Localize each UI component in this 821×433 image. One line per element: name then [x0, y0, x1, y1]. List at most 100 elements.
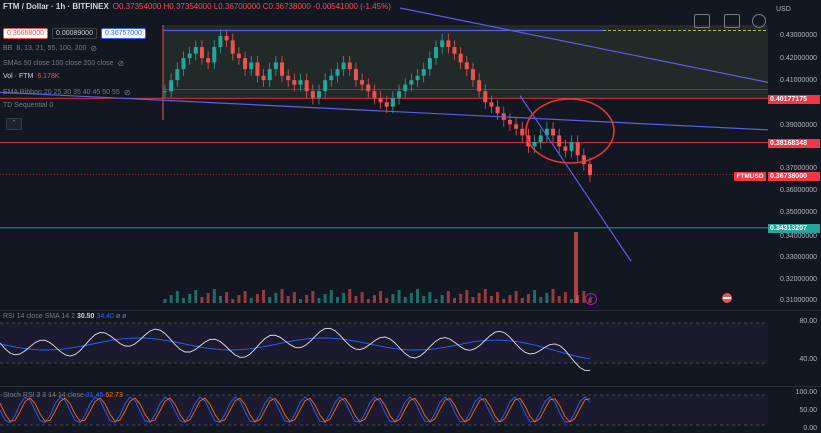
eye-off-icon[interactable]: ⊘: [123, 88, 131, 97]
candle-body: [181, 58, 186, 70]
indicator-ema-label: EMA Ribbon 20 25 30 35 40 45 50 55: [3, 89, 120, 96]
indicator-bb-values: 8, 13, 21, 55, 100, 200: [16, 45, 87, 52]
candle-body: [458, 53, 463, 63]
volume-bar: [508, 295, 512, 303]
indicator-ema-ribbon[interactable]: EMA Ribbon 20 25 30 35 40 45 50 55 ⊘: [3, 88, 130, 97]
candle-body: [544, 128, 549, 136]
rsi-band: [0, 323, 768, 363]
indicator-smas[interactable]: SMAs 50 close 100 close 200 close ⊘: [3, 59, 124, 68]
rsi-extra: ø ø: [115, 313, 127, 320]
volume-bar: [452, 298, 456, 303]
volume-bar: [471, 297, 475, 303]
rsi-legend[interactable]: RSI 14 close SMA 14 2 30.50 34.40 ø ø: [3, 313, 126, 320]
pane-divider[interactable]: [0, 310, 821, 311]
indicator-td-label: TD Sequential 0: [3, 102, 54, 109]
settings-gear-icon[interactable]: [752, 14, 766, 28]
rsi-canvas[interactable]: [0, 311, 768, 386]
rsi-pane[interactable]: [0, 311, 768, 386]
ohlc-open: O0.37354000: [112, 2, 162, 11]
volume-bar: [305, 295, 309, 303]
stoch-legend[interactable]: Stoch RSI 3 3 14 14 close 31.46 62.73: [3, 392, 123, 399]
symbol-tag: FTMUSD: [734, 172, 766, 181]
candle-body: [316, 91, 321, 98]
eye-off-icon[interactable]: ⊘: [90, 44, 98, 53]
candle-body: [464, 62, 469, 70]
candle-body: [193, 47, 198, 54]
candle-body: [421, 69, 426, 76]
volume-bar: [169, 295, 173, 303]
candle-body: [366, 84, 371, 92]
candle-body: [230, 40, 235, 54]
lightning-icon[interactable]: ϟ: [585, 293, 597, 305]
candle-body: [397, 91, 402, 98]
data-window-icon[interactable]: [724, 14, 740, 28]
candle-body: [353, 69, 358, 81]
volume-bar: [206, 293, 210, 303]
candle-body: [163, 91, 167, 93]
stoch-axis-label: 100.00: [795, 389, 817, 396]
stoch-canvas[interactable]: [0, 387, 768, 433]
stoch-axis-label: 0.00: [803, 425, 817, 432]
indicator-td-sequential[interactable]: TD Sequential 0: [3, 102, 53, 109]
candle-body: [236, 53, 241, 59]
candle-body: [403, 84, 408, 92]
comment-icon[interactable]: [694, 14, 710, 28]
spread-value: 0.00089000: [51, 28, 97, 39]
volume-bar: [237, 295, 241, 303]
price-axis-label: 0.31000000: [780, 297, 817, 304]
volume-bar: [563, 292, 567, 303]
price-axis-label: 0.42000000: [780, 55, 817, 62]
candle-body: [390, 97, 395, 107]
volume-bar: [175, 291, 179, 303]
volume-bar: [299, 299, 303, 303]
candle-body: [280, 62, 285, 76]
rsi-value: 30.50: [76, 313, 95, 320]
indicator-volume[interactable]: Vol · FTM 6.178K: [3, 73, 60, 80]
candle-body: [581, 155, 586, 165]
volume-bar: [243, 291, 247, 303]
volume-bar: [545, 293, 549, 303]
volume-bar: [354, 296, 358, 303]
volume-bar: [280, 289, 284, 303]
price-axis-label: 0.35000000: [780, 209, 817, 216]
volume-bar: [434, 299, 438, 303]
ohlc-low: L0.36700000: [213, 2, 261, 11]
volume-bar: [286, 296, 290, 303]
country-flag-icon[interactable]: [722, 293, 732, 303]
volume-bar: [551, 289, 555, 303]
candle-body: [588, 164, 592, 176]
candle-body: [470, 69, 475, 81]
volume-bar: [379, 291, 383, 303]
candle-body: [514, 124, 519, 129]
bid-button[interactable]: 0.36668000: [3, 28, 48, 39]
candle-body: [446, 40, 451, 48]
collapse-indicators-button[interactable]: ⌃: [6, 118, 22, 130]
candle-body: [507, 119, 512, 125]
candle-body: [341, 62, 346, 70]
ask-button[interactable]: 0.36757000: [100, 28, 146, 39]
volume-bar: [403, 297, 407, 303]
candle-body: [415, 75, 420, 81]
eye-off-icon[interactable]: ⊘: [117, 59, 125, 68]
volume-bar: [533, 290, 537, 303]
volume-bar: [231, 299, 235, 303]
rsi-sma-line: [0, 337, 591, 360]
candle-body: [378, 97, 383, 103]
volume-bar: [262, 290, 266, 303]
price-chart[interactable]: [0, 0, 768, 310]
indicator-bb[interactable]: BB 8, 13, 21, 55, 100, 200 ⊘: [3, 44, 97, 53]
price-chart-canvas[interactable]: [0, 0, 768, 310]
stoch-k-value: 31.46: [85, 392, 104, 399]
ohlc-high: H0.37354000: [163, 2, 212, 11]
pane-divider[interactable]: [0, 386, 821, 387]
volume-bar: [502, 299, 506, 303]
symbol-title[interactable]: FTM / Dollar · 1h · BITFINEX: [3, 2, 109, 11]
candle-body: [329, 75, 334, 81]
volume-bar: [397, 290, 401, 303]
stoch-pane[interactable]: [0, 387, 768, 433]
candle-body: [261, 75, 266, 81]
currency-label[interactable]: USD: [776, 6, 791, 13]
volume-bar: [446, 291, 450, 303]
candle-body: [440, 40, 445, 48]
volume-bar: [342, 293, 346, 303]
